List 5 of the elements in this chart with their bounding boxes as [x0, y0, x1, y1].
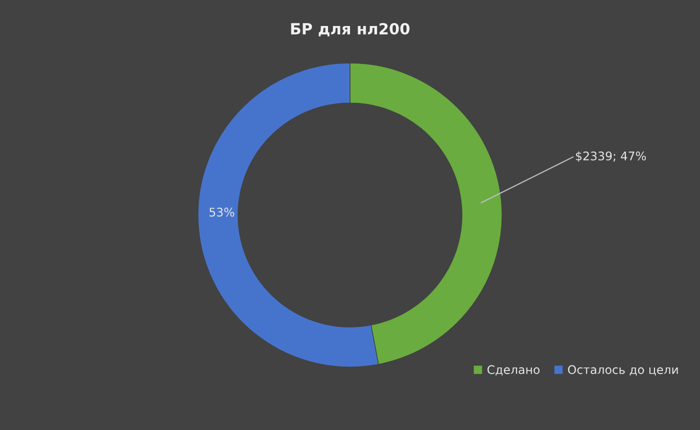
legend-label: Сделано — [487, 365, 540, 376]
chart-title: БР для нл200 — [291, 22, 410, 36]
data-label: $2339; 47% — [576, 151, 646, 162]
data-label: 53% — [210, 208, 234, 217]
legend-label: Осталось до цели — [568, 365, 678, 376]
